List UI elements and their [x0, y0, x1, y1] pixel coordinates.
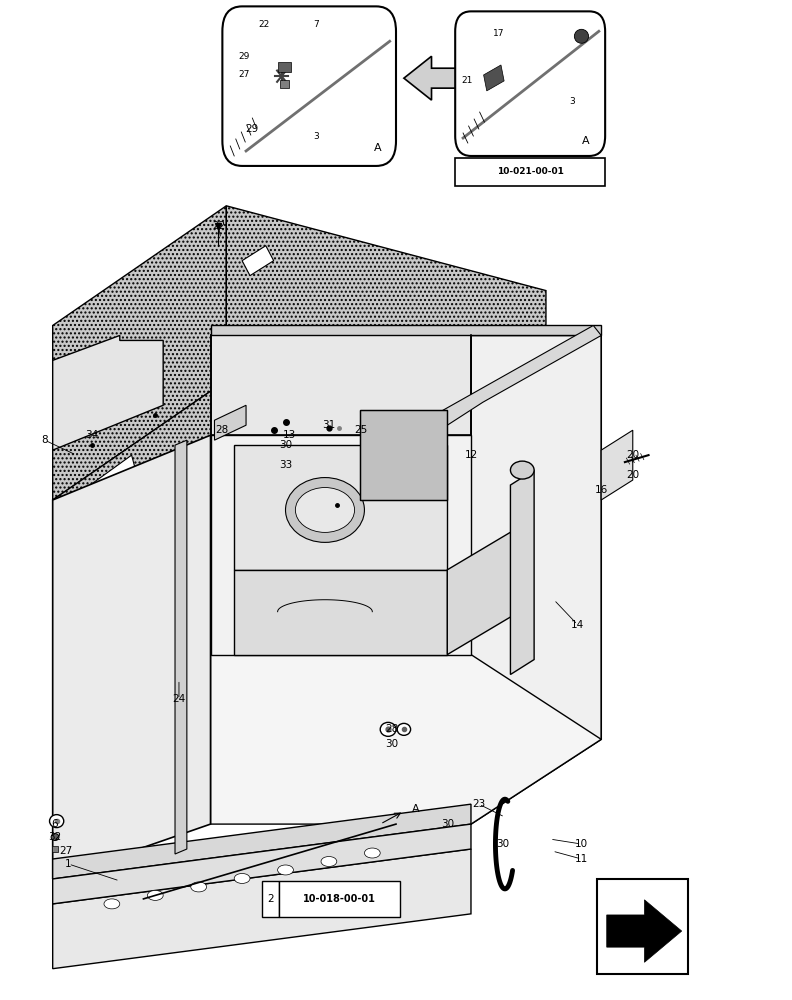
Polygon shape: [53, 206, 227, 500]
Polygon shape: [53, 849, 471, 969]
Polygon shape: [360, 410, 447, 500]
Text: 32: 32: [48, 832, 62, 842]
Polygon shape: [447, 530, 514, 655]
Ellipse shape: [510, 461, 534, 479]
Bar: [262, 881, 280, 917]
Polygon shape: [234, 445, 447, 570]
Polygon shape: [53, 804, 471, 879]
Text: 13: 13: [283, 430, 296, 440]
Text: A: A: [412, 804, 420, 814]
Text: 30: 30: [386, 739, 398, 749]
Ellipse shape: [364, 848, 380, 858]
FancyBboxPatch shape: [223, 6, 396, 166]
Bar: [280, 80, 289, 88]
Ellipse shape: [51, 834, 59, 841]
Polygon shape: [53, 380, 227, 560]
Polygon shape: [53, 335, 163, 450]
Bar: [280, 881, 400, 917]
Polygon shape: [211, 435, 471, 655]
Bar: [279, 62, 291, 72]
Polygon shape: [211, 655, 601, 824]
Ellipse shape: [397, 723, 410, 735]
Polygon shape: [440, 325, 601, 425]
Text: 30: 30: [279, 440, 292, 450]
Polygon shape: [53, 435, 211, 879]
Bar: [455, 158, 605, 186]
Text: 14: 14: [571, 620, 584, 630]
Text: 22: 22: [258, 20, 269, 29]
Ellipse shape: [191, 882, 207, 892]
Text: 27: 27: [238, 70, 249, 79]
Text: 1: 1: [65, 859, 72, 869]
Text: 12: 12: [464, 450, 478, 460]
Polygon shape: [211, 325, 601, 335]
Text: 23: 23: [472, 799, 485, 809]
Polygon shape: [175, 440, 187, 854]
Text: 10-018-00-01: 10-018-00-01: [303, 894, 376, 904]
Text: 24: 24: [173, 694, 185, 704]
Text: A: A: [581, 136, 589, 146]
Polygon shape: [76, 455, 135, 510]
Text: 27: 27: [59, 846, 73, 856]
Polygon shape: [510, 470, 534, 675]
Text: 2: 2: [267, 894, 274, 904]
Polygon shape: [471, 335, 601, 824]
Text: 33: 33: [279, 460, 292, 470]
Polygon shape: [211, 335, 471, 435]
Bar: [360, 410, 447, 500]
Text: 20: 20: [626, 450, 639, 460]
Ellipse shape: [50, 815, 63, 828]
Text: 25: 25: [354, 425, 367, 435]
Text: 21: 21: [462, 76, 473, 85]
Text: 10: 10: [575, 839, 588, 849]
Polygon shape: [404, 56, 459, 100]
Ellipse shape: [147, 890, 163, 900]
Text: 20: 20: [626, 470, 639, 480]
Text: A: A: [374, 143, 382, 153]
Polygon shape: [484, 65, 505, 91]
Ellipse shape: [380, 722, 396, 736]
Polygon shape: [53, 824, 471, 904]
Text: 28: 28: [386, 724, 398, 734]
Text: 22: 22: [211, 221, 225, 231]
Text: 7: 7: [313, 20, 319, 29]
Ellipse shape: [295, 488, 355, 532]
Text: 29: 29: [246, 124, 259, 134]
Text: 11: 11: [575, 854, 588, 864]
Text: 6: 6: [51, 819, 59, 829]
Text: 8: 8: [41, 435, 48, 445]
Text: 10-021-00-01: 10-021-00-01: [497, 167, 564, 176]
Text: 31: 31: [322, 420, 336, 430]
Ellipse shape: [285, 478, 364, 542]
Polygon shape: [607, 900, 682, 962]
Text: 16: 16: [595, 485, 607, 495]
Ellipse shape: [278, 865, 293, 875]
Polygon shape: [227, 206, 546, 465]
Text: 29: 29: [238, 52, 249, 61]
FancyBboxPatch shape: [455, 11, 605, 156]
Ellipse shape: [104, 899, 120, 909]
Text: 3: 3: [313, 132, 319, 141]
Text: 28: 28: [215, 425, 229, 435]
Ellipse shape: [321, 857, 337, 866]
Ellipse shape: [234, 873, 250, 883]
Polygon shape: [215, 405, 246, 440]
Polygon shape: [234, 570, 447, 655]
Text: 34: 34: [86, 430, 99, 440]
Ellipse shape: [574, 29, 588, 43]
Text: 30: 30: [440, 819, 454, 829]
Text: 30: 30: [496, 839, 509, 849]
Polygon shape: [242, 246, 274, 276]
Text: 3: 3: [569, 97, 575, 106]
Polygon shape: [601, 430, 633, 500]
Text: 17: 17: [493, 29, 505, 38]
Bar: [597, 879, 688, 974]
